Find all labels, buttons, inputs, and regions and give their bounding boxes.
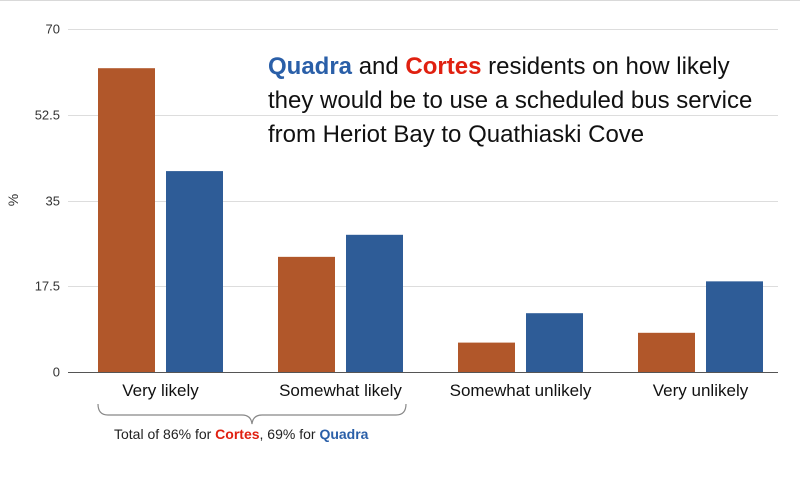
category-labels: Very likely Somewhat likely Somewhat unlik… — [122, 381, 748, 400]
bar-cortes-2 — [278, 256, 335, 372]
category-label: Somewhat likely — [279, 381, 402, 400]
title-quadra: Quadra — [268, 53, 353, 80]
y-tick-label: 35 — [46, 194, 60, 209]
annotation-cortes: Cortes — [215, 426, 260, 442]
bar-cortes-3 — [458, 342, 515, 372]
category-label: Very unlikely — [653, 381, 749, 400]
annotation-middle: , 69% for — [259, 426, 320, 442]
category-label: Very likely — [122, 381, 199, 400]
title-and: and — [352, 53, 406, 80]
y-tick-label: 17.5 — [35, 279, 60, 294]
bar-cortes-1 — [98, 68, 155, 372]
grouping-brace — [97, 403, 407, 425]
y-tick-label: 52.5 — [35, 108, 60, 123]
category-label: Somewhat unlikely — [450, 381, 592, 400]
bar-quadra-4 — [706, 281, 763, 372]
bar-quadra-2 — [346, 234, 403, 372]
y-axis-ticks: 0 17.5 35 52.5 70 — [35, 22, 60, 380]
totals-annotation: Total of 86% for Cortes, 69% for Quadra — [114, 426, 368, 442]
bar-quadra-1 — [166, 171, 223, 372]
title-rest: residents on how likely they would be to… — [268, 53, 753, 148]
bars — [98, 68, 763, 372]
bar-quadra-3 — [526, 313, 583, 372]
y-tick-label: 70 — [46, 22, 60, 37]
annotation-quadra: Quadra — [319, 426, 369, 442]
title-cortes: Cortes — [405, 53, 482, 80]
chart-title: Quadra and Cortes residents on how likel… — [268, 50, 768, 152]
y-tick-label: 0 — [53, 365, 60, 380]
y-axis-label: % — [5, 194, 21, 206]
annotation-prefix: Total of 86% for — [114, 426, 216, 442]
bar-cortes-4 — [638, 332, 695, 372]
